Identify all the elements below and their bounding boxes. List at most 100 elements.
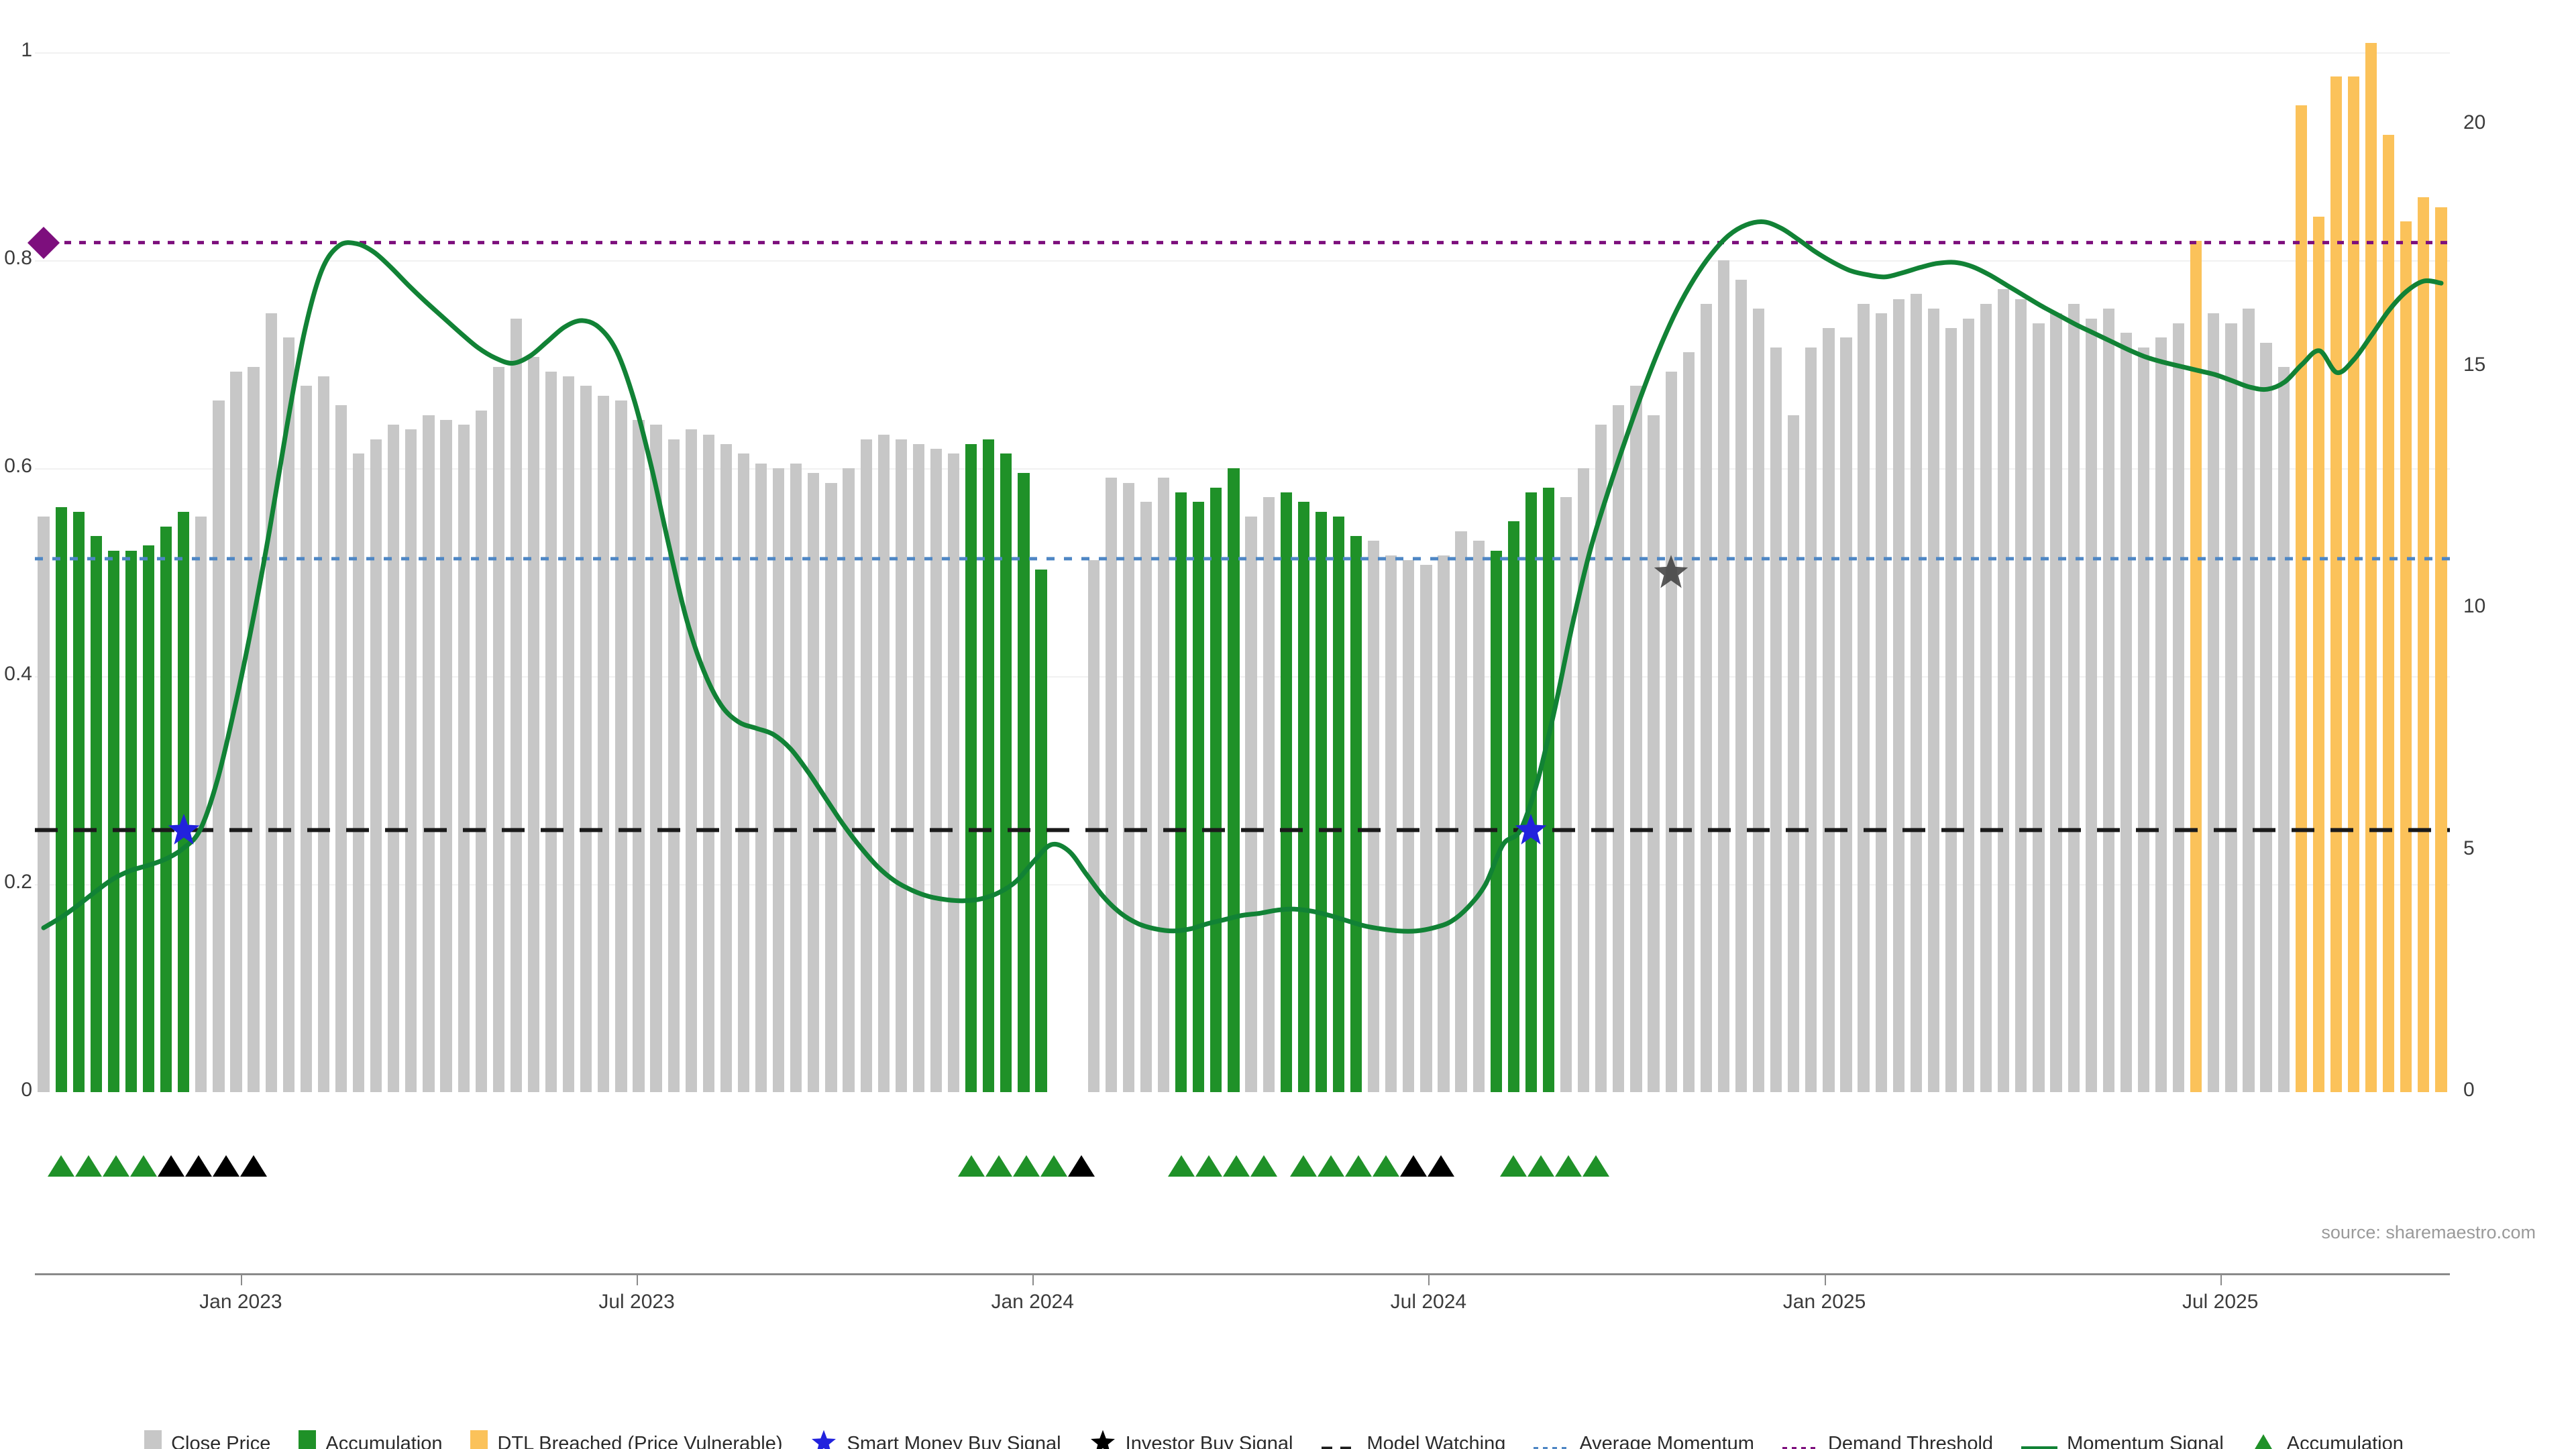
legend-color-swatch-icon [299, 1430, 317, 1449]
legend-accumulation-bar[interactable]: Accumulation [299, 1430, 442, 1449]
accumulation-triangle-green-icon [1250, 1155, 1277, 1177]
bar-accumulation [90, 535, 102, 1092]
bar-accumulation [1280, 492, 1292, 1092]
bar-close-price [1927, 309, 1940, 1092]
y-axis-right-tick: 5 [2463, 837, 2475, 859]
y-axis-left-tick: 1 [21, 39, 32, 61]
legend-demand-threshold[interactable]: Demand Threshold [1782, 1433, 1993, 1449]
bar-close-price [300, 386, 312, 1092]
bar-close-price [1472, 541, 1485, 1092]
bar-close-price [458, 425, 470, 1092]
accumulation-triangle-black-icon [185, 1155, 213, 1177]
chart-legend: Close Price Accumulation DTL Breached (Pri… [0, 1429, 2576, 1449]
legend-dtl-breached[interactable]: DTL Breached (Price Vulnerable) [470, 1430, 782, 1449]
bar-close-price [1892, 299, 1904, 1092]
bar-dtl-breached [2435, 207, 2447, 1092]
legend-triangle-icon [2251, 1434, 2275, 1449]
momentum-signal-line [41, 219, 2444, 934]
legend-accumulation-marker[interactable]: Accumulation [2251, 1433, 2404, 1449]
legend-item-label: Model Watching [1366, 1433, 1506, 1449]
x-axis-line [35, 1273, 2450, 1275]
bar-close-price [248, 366, 260, 1092]
x-axis-tick [637, 1273, 639, 1285]
bar-close-price [2015, 299, 2027, 1092]
legend-item-label: Demand Threshold [1827, 1433, 1994, 1449]
bar-close-price [773, 468, 785, 1092]
bar-accumulation [178, 511, 190, 1092]
accumulation-triangle-green-icon [1318, 1155, 1345, 1177]
bar-close-price [720, 443, 733, 1092]
accumulation-triangle-green-icon [1555, 1155, 1582, 1177]
accumulation-triangle-black-icon [213, 1155, 240, 1177]
y-axis-right-tick: 0 [2463, 1079, 2475, 1101]
accumulation-triangle-green-icon [1500, 1155, 1527, 1177]
legend-average-momentum[interactable]: Average Momentum [1534, 1433, 1754, 1449]
bar-close-price [475, 410, 487, 1092]
bar-close-price [1245, 517, 1257, 1092]
bar-close-price [388, 425, 400, 1092]
bar-close-price [38, 517, 50, 1092]
accumulation-triangle-green-icon [1040, 1155, 1067, 1177]
accumulation-triangle-green-icon [1012, 1155, 1040, 1177]
accumulation-triangle-green-icon [1195, 1155, 1222, 1177]
accumulation-triangle-green-icon [1345, 1155, 1373, 1177]
bar-close-price [702, 434, 714, 1092]
bar-close-price [895, 439, 907, 1092]
legend-model-watching[interactable]: Model Watching [1321, 1433, 1506, 1449]
bar-close-price [1788, 415, 1800, 1092]
bar-close-price [1438, 555, 1450, 1092]
y-axis-left-tick: 0.4 [4, 663, 32, 685]
accumulation-triangle-green-icon [1373, 1155, 1400, 1177]
bar-dtl-breached [2383, 134, 2395, 1092]
legend-investor-buy[interactable]: Investor Buy Signal [1089, 1429, 1293, 1449]
y-axis-right-tick: 20 [2463, 111, 2486, 134]
bar-close-price [405, 429, 417, 1092]
bar-close-price [2120, 333, 2132, 1092]
legend-item-label: Momentum Signal [2067, 1433, 2224, 1449]
smart-money-buy-signal-star-icon [166, 812, 201, 847]
bar-close-price [1368, 541, 1380, 1092]
bar-accumulation [1332, 517, 1345, 1092]
bar-close-price [633, 419, 645, 1092]
accumulation-triangle-green-icon [1582, 1155, 1610, 1177]
bar-close-price [492, 366, 504, 1092]
bar-close-price [317, 376, 330, 1092]
gridlines [35, 52, 2450, 1092]
bar-close-price [1858, 303, 1870, 1092]
legend-momentum-signal[interactable]: Momentum Signal [2021, 1433, 2224, 1449]
bar-close-price [423, 415, 435, 1092]
bar-close-price [1105, 478, 1117, 1092]
accumulation-triangle-green-icon [75, 1155, 103, 1177]
bar-dtl-breached [2347, 76, 2360, 1092]
gridline [35, 884, 2450, 885]
bar-close-price [2260, 342, 2272, 1092]
bar-close-price [335, 405, 347, 1092]
accumulation-triangle-green-icon [985, 1155, 1012, 1177]
bar-dtl-breached [2190, 241, 2202, 1092]
accumulation-triangle-green-icon [103, 1155, 130, 1177]
bar-close-price [947, 453, 960, 1092]
bar-close-price [912, 443, 924, 1092]
bar-close-price [1752, 309, 1765, 1092]
legend-close-price[interactable]: Close Price [144, 1430, 270, 1449]
bar-accumulation [55, 506, 67, 1092]
legend-smart-money-buy[interactable]: Smart Money Buy Signal [810, 1429, 1061, 1449]
x-axis-tick-label: Jan 2023 [199, 1291, 282, 1313]
bar-close-price [843, 468, 855, 1092]
bar-close-price [2208, 313, 2220, 1092]
bar-close-price [1630, 386, 1642, 1092]
bar-close-price [1385, 555, 1397, 1092]
bar-close-price [1963, 318, 1975, 1092]
bar-accumulation [1490, 550, 1502, 1092]
bar-close-price [667, 439, 680, 1092]
x-axis-tick-label: Jan 2025 [1782, 1291, 1866, 1313]
bar-accumulation [1035, 570, 1047, 1092]
bar-close-price [2050, 313, 2062, 1092]
bar-close-price [2033, 323, 2045, 1092]
legend-color-swatch-icon [470, 1430, 488, 1449]
bar-accumulation [1210, 487, 1222, 1092]
bar-accumulation [1018, 473, 1030, 1092]
smart-money-buy-signal-star-icon [1513, 812, 1548, 847]
y-axis-right-tick: 15 [2463, 353, 2486, 376]
bar-close-price [1910, 294, 1922, 1092]
